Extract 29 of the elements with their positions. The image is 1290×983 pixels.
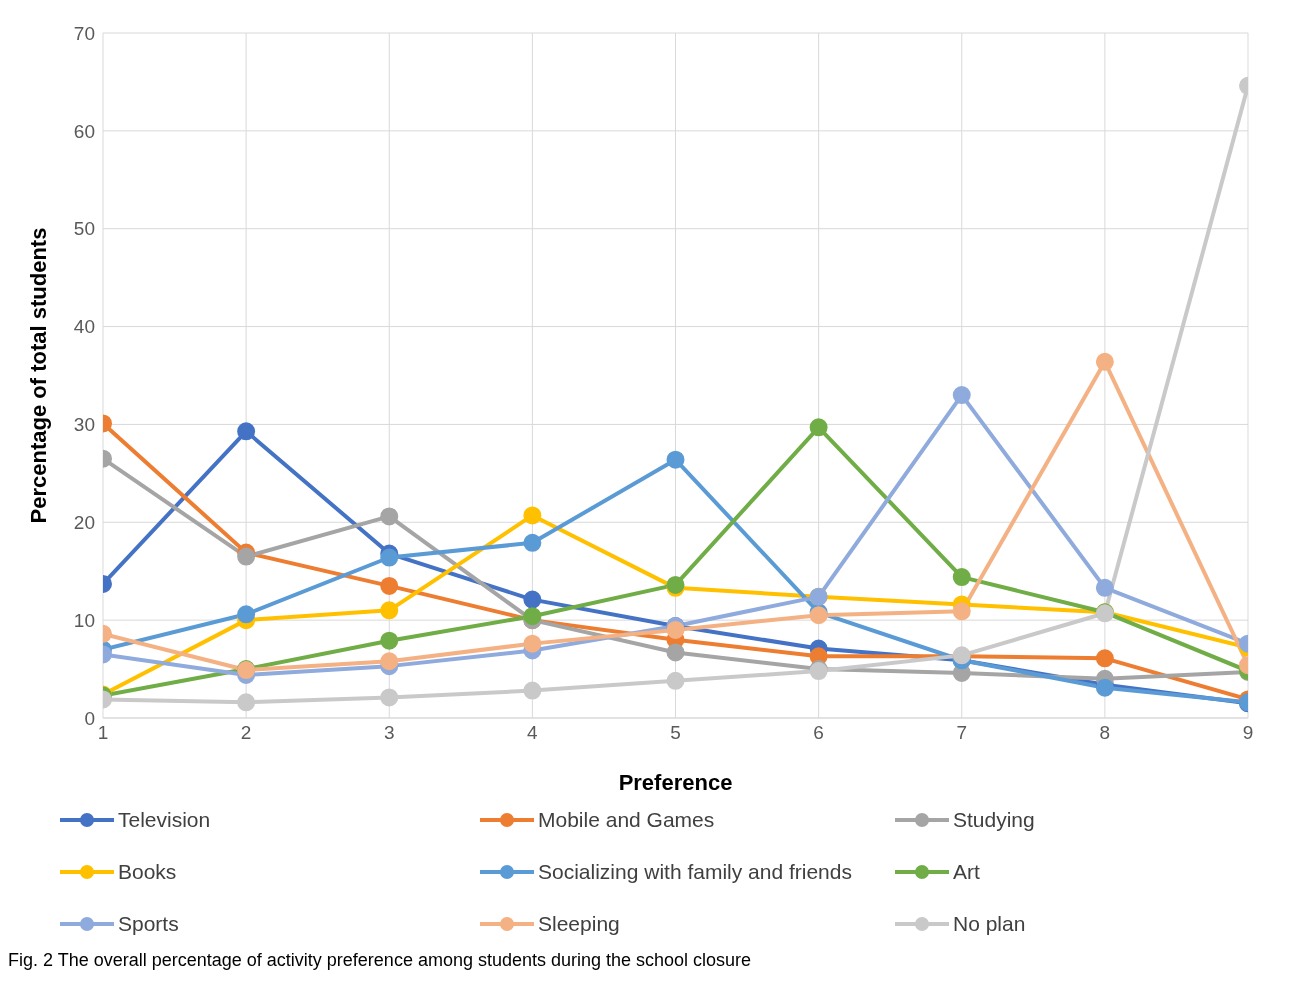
y-axis-title: Percentage of total students [25, 227, 51, 524]
legend-label: Socializing with family and friends [538, 860, 852, 884]
legend-label: Art [953, 860, 980, 884]
x-tick-label: 9 [1242, 722, 1254, 744]
legend-label: Books [118, 860, 177, 884]
x-tick-label: 6 [813, 722, 824, 744]
x-tick-label: 1 [97, 722, 109, 744]
caption: Fig. 2 The overall percentage of activity preference among students during the school closure [8, 950, 753, 971]
y-tick-label: 0 [84, 707, 95, 729]
legend-label: Sleeping [538, 912, 620, 936]
y-tick-label: 30 [73, 414, 95, 436]
legend-label: Sports [118, 912, 179, 936]
y-tick-label: 60 [73, 120, 95, 142]
legend-label: No plan [953, 912, 1026, 936]
x-tick-label: 5 [670, 722, 681, 744]
x-tick-label: 4 [527, 722, 539, 744]
y-tick-label: 40 [73, 316, 95, 338]
y-tick-label: 10 [73, 609, 95, 631]
y-tick-label: 20 [73, 512, 95, 534]
y-tick-label: 50 [73, 218, 95, 240]
legend-label: Television [118, 808, 211, 832]
x-tick-label: 3 [383, 722, 395, 744]
legend-label: Mobile and Games [538, 808, 715, 832]
x-tick-label: 2 [240, 722, 252, 744]
legend-label: Studying [953, 808, 1035, 832]
x-axis-title: Preference [618, 770, 733, 795]
x-tick-label: 7 [956, 722, 968, 744]
x-tick-label: 8 [1099, 722, 1111, 744]
y-tick-label: 70 [73, 22, 95, 44]
